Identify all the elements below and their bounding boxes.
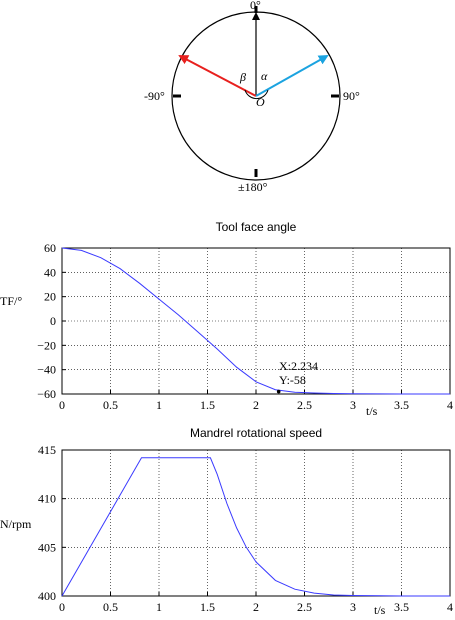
chart1-y-ticks: 60 40 20 0 −20 −40 −60 (37, 241, 66, 401)
chart2-x-ticks: 0 0.5 1 1.5 2 2.5 3 3.5 4 (59, 592, 453, 614)
right-arrow (255, 55, 329, 97)
chart1-grid (62, 248, 450, 394)
chart2-x-tick-label: 1 (156, 600, 162, 614)
chart2-ylabel: N/rpm (0, 517, 32, 531)
tool-face-diagram: 0° -90° 90° ±180° O α β (144, 0, 360, 194)
chart1-ylabel: TF/° (0, 294, 22, 308)
chart2-y-tick-label: 410 (38, 492, 56, 506)
chart2-y-tick-label: 415 (38, 443, 56, 457)
chart1-x-tick-label: 3.5 (394, 398, 409, 412)
label-origin: O (256, 95, 265, 109)
chart1-y-tick-label: 60 (44, 241, 56, 255)
chart1-x-tick-label: 0.5 (103, 398, 118, 412)
chart1-x-tick-label: 3 (350, 398, 356, 412)
chart2-y-ticks: 415 410 405 400 (38, 443, 66, 603)
chart1-y-tick-label: 0 (50, 314, 56, 328)
left-arrow (178, 55, 257, 97)
chart1-annotation-y: Y:-58 (279, 373, 306, 387)
chart-tool-face-angle: Tool face angle 60 40 20 0 −20 −40 −60 0 0.5 1 1.… (0, 220, 453, 418)
chart1-series-line (61, 247, 450, 395)
chart2-x-tick-label: 2 (253, 600, 259, 614)
chart2-x-tick-label: 0.5 (103, 600, 118, 614)
chart1-y-tick-label: −20 (37, 338, 56, 352)
chart1-x-tick-label: 0 (59, 398, 65, 412)
label-90: 90° (343, 89, 360, 103)
chart1-x-tick-label: 4 (447, 398, 453, 412)
chart1-x-tick-label: 2 (253, 398, 259, 412)
chart2-y-tick-label: 400 (38, 589, 56, 603)
label-0deg: 0° (250, 0, 261, 12)
chart1-y-tick-label: 20 (44, 290, 56, 304)
label-180: ±180° (238, 180, 268, 194)
chart2-x-tick-label: 3 (350, 600, 356, 614)
chart2-x-tick-label: 4 (447, 600, 453, 614)
chart1-annotation-x: X:2.234 (279, 359, 318, 373)
chart2-series-line (61, 457, 450, 597)
chart1-title: Tool face angle (216, 220, 297, 234)
chart2-grid (62, 450, 450, 596)
chart1-x-tick-label: 1.5 (200, 398, 215, 412)
label-beta: β (239, 70, 246, 84)
chart2-x-tick-label: 1.5 (200, 600, 215, 614)
chart1-datatip-marker (276, 389, 281, 394)
chart1-xlabel: t/s (366, 404, 378, 418)
chart2-xlabel: t/s (374, 603, 386, 617)
chart1-y-tick-label: −60 (37, 387, 56, 401)
chart2-x-tick-label: 2.5 (297, 600, 312, 614)
chart1-y-tick-label: 40 (44, 265, 56, 279)
chart1-x-ticks: 0 0.5 1 1.5 2 2.5 3 3.5 4 (59, 390, 453, 412)
chart2-y-tick-label: 405 (38, 540, 56, 554)
angle-arc (244, 89, 269, 99)
chart1-x-tick-label: 2.5 (297, 398, 312, 412)
label-alpha: α (261, 69, 268, 83)
chart2-x-tick-label: 0 (59, 600, 65, 614)
chart1-y-tick-label: −40 (37, 363, 56, 377)
chart1-x-tick-label: 1 (156, 398, 162, 412)
chart2-x-tick-label: 3.5 (394, 600, 409, 614)
label-minus-90: -90° (144, 89, 165, 103)
chart2-title: Mandrel rotational speed (190, 426, 322, 440)
